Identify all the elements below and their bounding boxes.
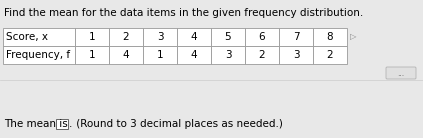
Text: Frequency, f: Frequency, f: [6, 50, 70, 60]
Text: .: .: [69, 119, 72, 129]
Bar: [109, 28, 143, 46]
Bar: [245, 46, 279, 64]
Text: Find the mean for the data items in the given frequency distribution.: Find the mean for the data items in the …: [4, 8, 363, 18]
Bar: [313, 28, 347, 46]
Text: 3: 3: [293, 50, 299, 60]
Bar: [279, 46, 313, 64]
Text: 3: 3: [225, 50, 231, 60]
Text: 4: 4: [191, 50, 197, 60]
Bar: [143, 46, 177, 64]
Bar: [177, 46, 211, 64]
Bar: [211, 28, 245, 46]
Text: 7: 7: [293, 32, 299, 42]
Bar: [75, 28, 109, 46]
Bar: [245, 28, 279, 46]
FancyBboxPatch shape: [386, 67, 416, 79]
Text: 1: 1: [89, 50, 95, 60]
Text: ▷: ▷: [350, 33, 357, 42]
Text: 4: 4: [191, 32, 197, 42]
Text: ...: ...: [398, 68, 404, 78]
Bar: [3, 46, 75, 64]
Bar: [211, 46, 245, 64]
Text: 4: 4: [123, 50, 129, 60]
Bar: [3, 28, 75, 46]
Text: 2: 2: [259, 50, 265, 60]
Text: 3: 3: [157, 32, 163, 42]
Text: Score, x: Score, x: [6, 32, 48, 42]
Bar: [56, 119, 68, 129]
Bar: [109, 46, 143, 64]
Text: 6: 6: [259, 32, 265, 42]
Bar: [279, 28, 313, 46]
Text: 1: 1: [89, 32, 95, 42]
Bar: [177, 28, 211, 46]
Text: 5: 5: [225, 32, 231, 42]
Text: (Round to 3 decimal places as needed.): (Round to 3 decimal places as needed.): [73, 119, 283, 129]
Text: The mean is: The mean is: [4, 119, 71, 129]
Bar: [313, 46, 347, 64]
Bar: [75, 46, 109, 64]
Bar: [143, 28, 177, 46]
Text: 1: 1: [157, 50, 163, 60]
Text: 2: 2: [123, 32, 129, 42]
Text: 2: 2: [327, 50, 333, 60]
Text: 8: 8: [327, 32, 333, 42]
